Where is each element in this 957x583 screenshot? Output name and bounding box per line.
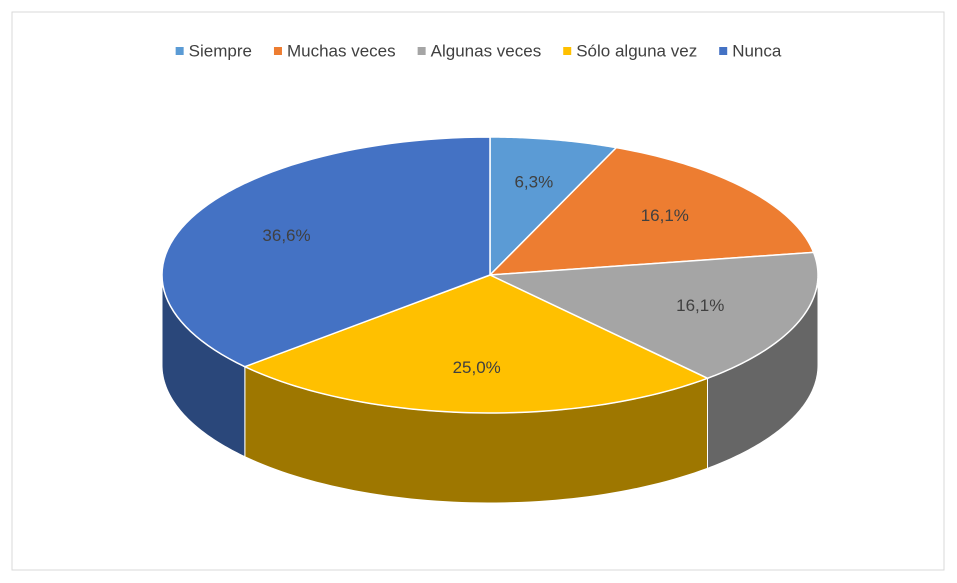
pie-slice [488,146,815,276]
legend-label: Siempre [189,41,252,60]
legend-label: Algunas veces [431,41,542,60]
pie-slice [487,251,819,380]
legend-label: Muchas veces [287,41,396,60]
legend: Siempre Muchas veces Algunas veces Sólo alg… [175,41,782,60]
data-label: 16,1% [641,206,689,225]
legend-label: Nunca [732,41,782,60]
legend-swatch [719,47,728,55]
data-label: 25,0% [453,358,501,377]
legend-swatch [417,47,426,55]
legend-swatch [563,47,572,55]
legend-swatch [175,47,184,55]
data-label: 6,3% [514,172,553,191]
pie-slice [242,274,710,414]
pie-slice [489,136,618,277]
legend-swatch [273,47,282,55]
data-label: 16,1% [676,296,724,315]
legend-label: Sólo alguna vez [576,41,697,60]
data-label: 36,6% [262,226,310,245]
pie-slice [161,136,491,368]
